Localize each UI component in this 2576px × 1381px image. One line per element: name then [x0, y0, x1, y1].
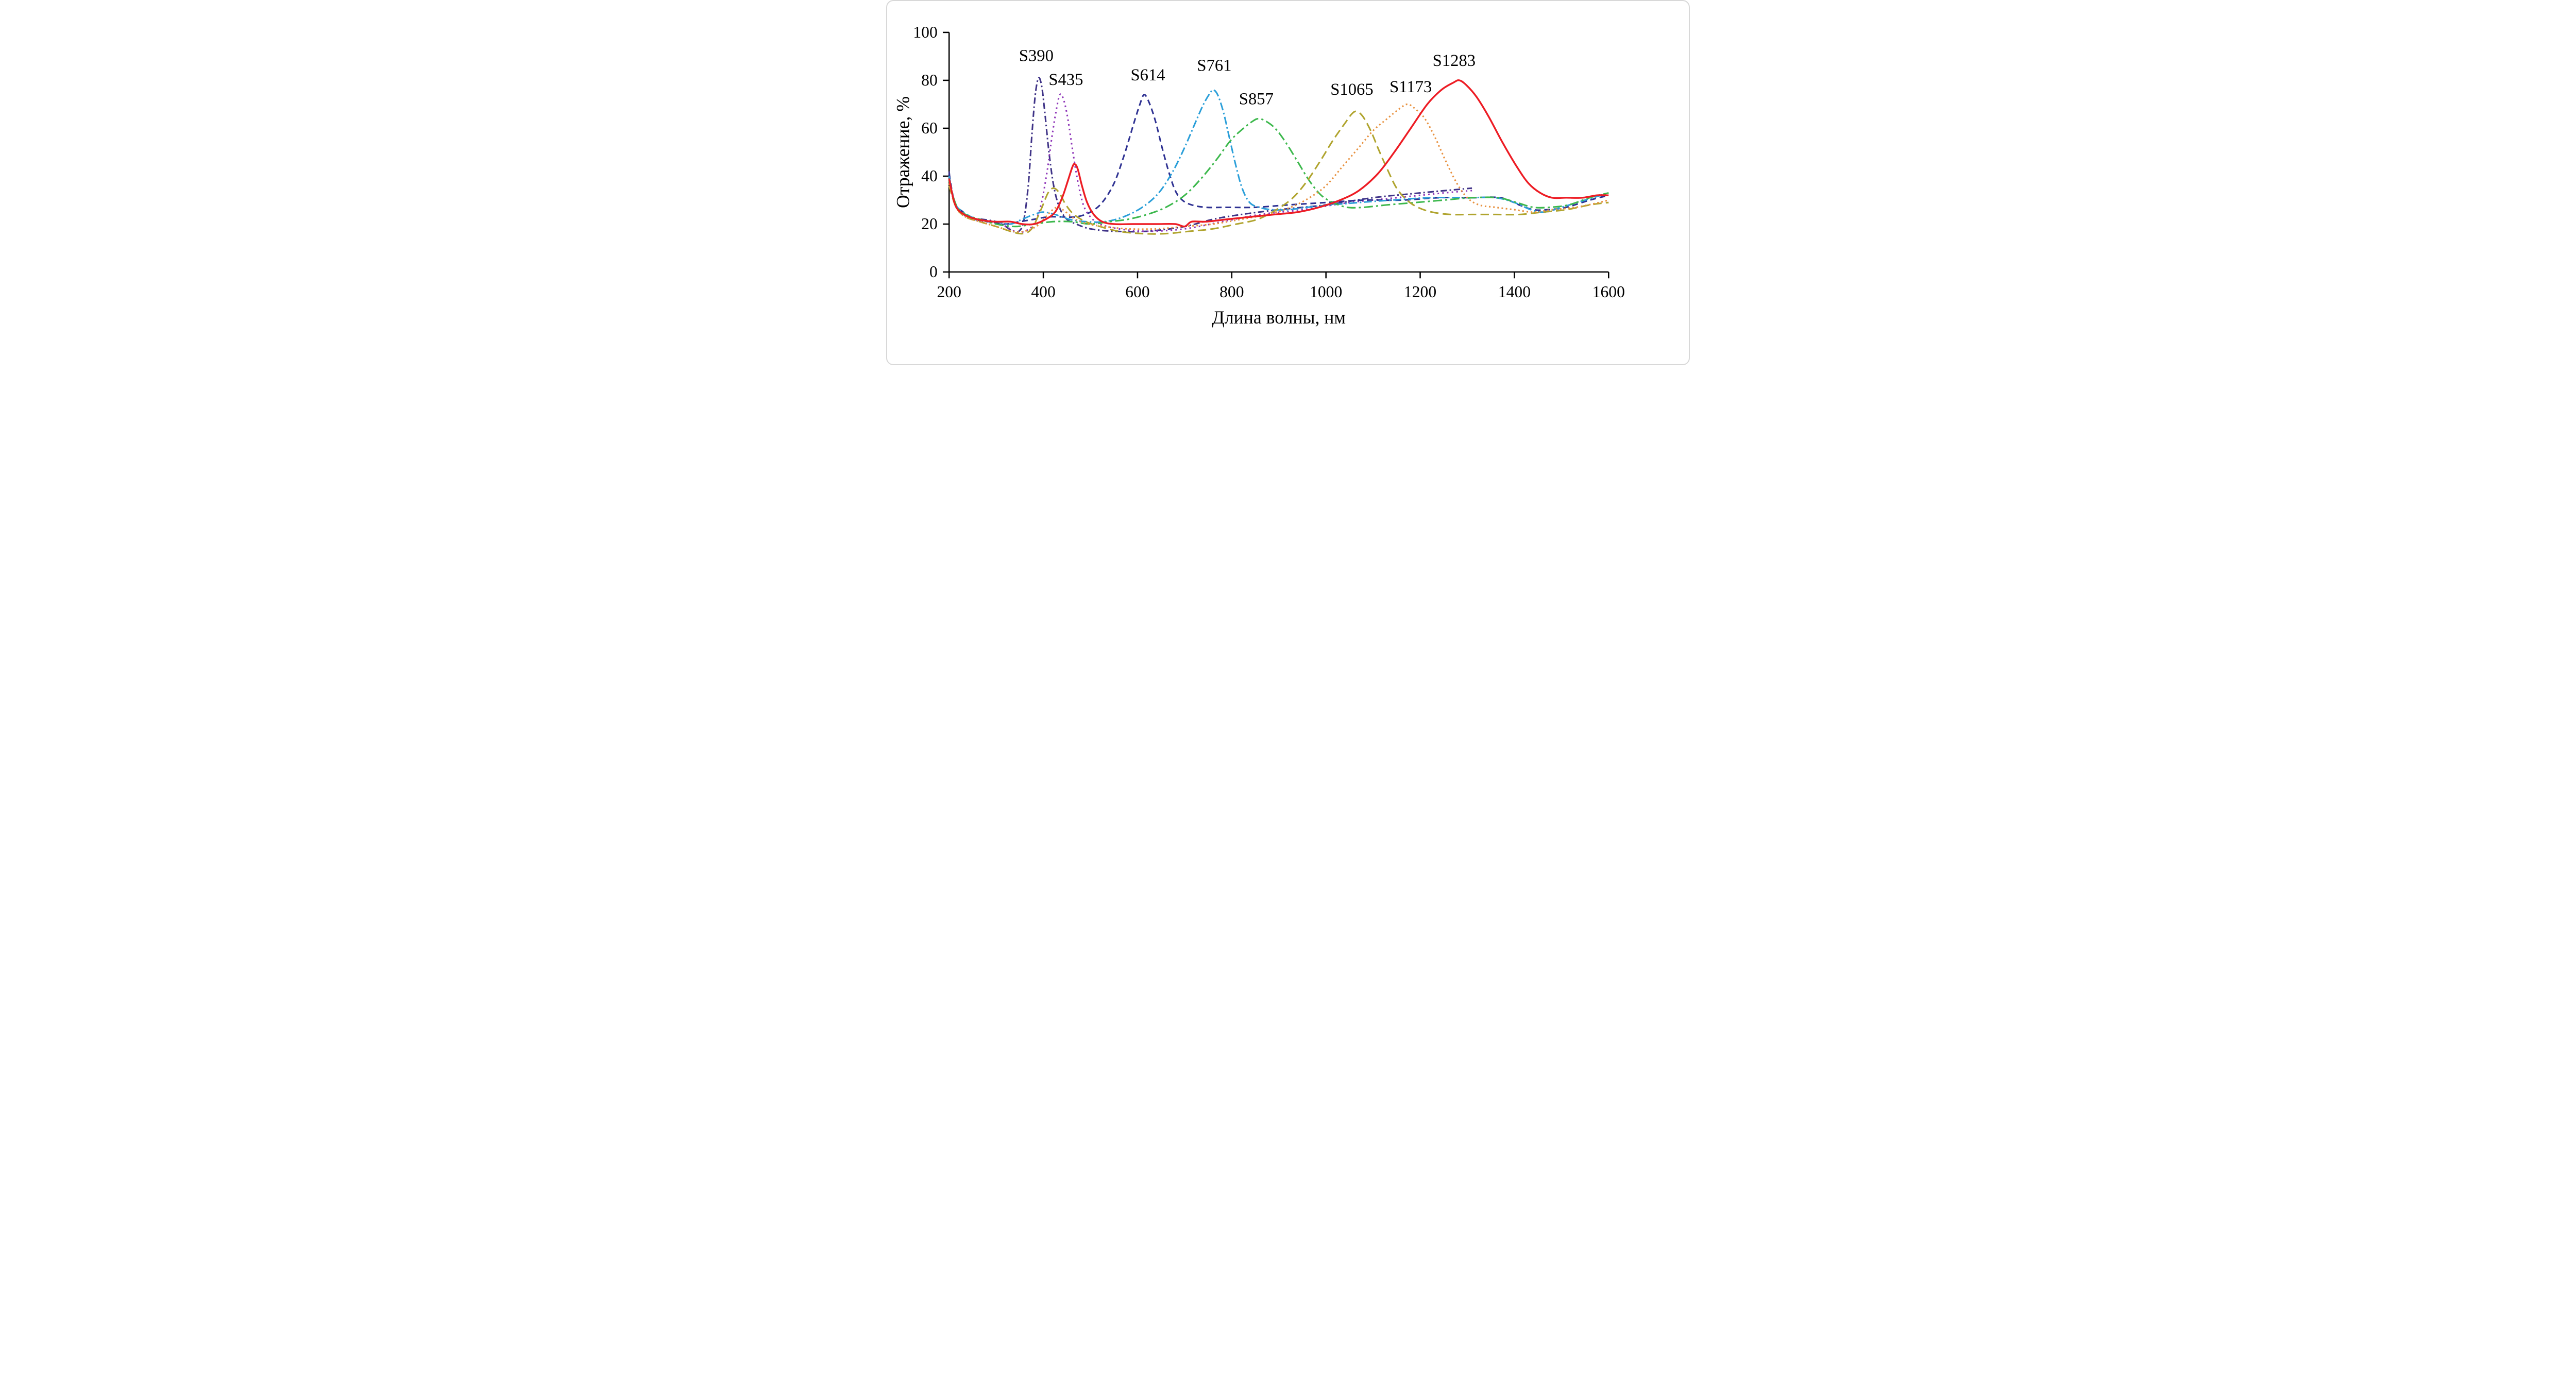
- x-tick-label: 1400: [1498, 283, 1531, 301]
- y-tick-label: 20: [921, 215, 938, 233]
- series-S1065-label: S1065: [1330, 80, 1373, 99]
- series-S390-label: S390: [1019, 47, 1054, 65]
- y-tick-label: 0: [929, 263, 938, 281]
- y-tick-label: 80: [921, 71, 938, 89]
- series-S1283-line: [948, 79, 1609, 228]
- x-tick-label: 200: [937, 283, 961, 301]
- x-tick-label: 600: [1125, 283, 1149, 301]
- series-S761-line: [948, 89, 1609, 225]
- series-S857-line: [948, 117, 1609, 228]
- series-S614-label: S614: [1131, 66, 1165, 84]
- series-S857-label: S857: [1239, 90, 1274, 108]
- x-tick-label: 1000: [1310, 283, 1342, 301]
- x-tick-label: 800: [1219, 283, 1244, 301]
- series-S1173-label: S1173: [1389, 78, 1432, 96]
- x-tick-label: 400: [1031, 283, 1055, 301]
- series-S614-line: [948, 94, 1609, 225]
- series-S1173-line: [948, 103, 1609, 233]
- series-S435-line: [948, 93, 1472, 233]
- series-S390-line: [948, 77, 1472, 233]
- series-S1065-line: [948, 110, 1609, 235]
- series-S435-label: S435: [1048, 71, 1083, 89]
- y-tick-label: 60: [921, 119, 938, 137]
- x-tick-label: 1200: [1404, 283, 1436, 301]
- y-tick-label: 40: [921, 167, 938, 185]
- reflectance-spectra-chart: 200 400 600 800 1000 1200 1400 1600 0 20 40 60 80 100…: [893, 23, 1625, 328]
- series-S1283-label: S1283: [1433, 52, 1476, 70]
- x-tick-label: 1600: [1592, 283, 1625, 301]
- x-axis-title: Длина волны, нм: [1212, 307, 1346, 328]
- figure-card: 200 400 600 800 1000 1200 1400 1600 0 20 40 60 80 100…: [886, 0, 1690, 366]
- y-tick-label: 100: [913, 23, 937, 41]
- series-S761-label: S761: [1197, 56, 1231, 75]
- y-axis-title: Отражение, %: [893, 96, 913, 208]
